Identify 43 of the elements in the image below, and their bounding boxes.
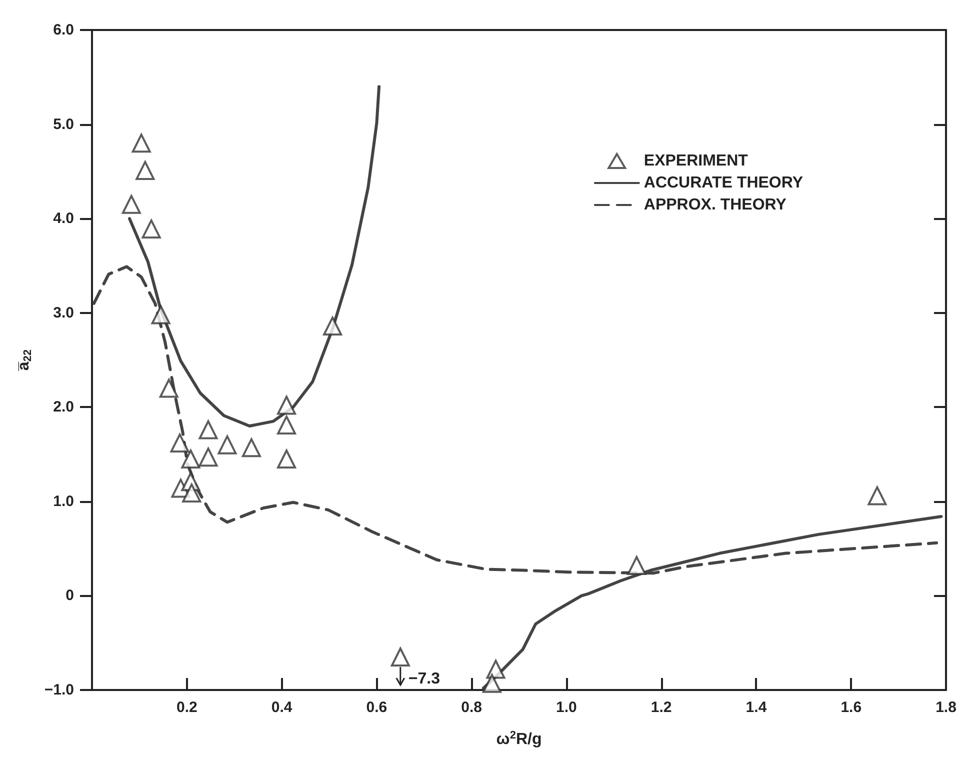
y-tick-label: −1.0: [44, 682, 74, 698]
point: [277, 450, 296, 468]
legend-label: ACCURATE THEORY: [644, 174, 804, 192]
x-tick-label: 0.2: [176, 699, 198, 716]
point: [136, 160, 155, 180]
y-tick-label: 4.0: [53, 210, 74, 228]
point: [181, 450, 200, 468]
x-tick-label: 1.2: [650, 699, 672, 716]
point: [142, 219, 161, 238]
x-tick-label: 1.4: [746, 699, 768, 716]
point: [151, 305, 170, 324]
annotation: −7.3: [408, 670, 440, 688]
x-tick-label: 0.4: [271, 699, 293, 716]
y-tick-label: 3.0: [53, 304, 74, 322]
x-tick-label: 0.6: [366, 699, 388, 716]
point: [868, 486, 887, 506]
y-tick-label: 5.0: [53, 116, 74, 133]
legend-label: APPROX. THEORY: [644, 196, 787, 214]
y-axis-title: a̅22: [16, 349, 34, 372]
x-tick-label: 0.8: [461, 699, 482, 716]
point: [132, 134, 151, 153]
y-tick-label: 1.0: [53, 492, 74, 510]
point: [323, 316, 342, 336]
point: [242, 438, 261, 458]
y-tick-label: 0: [66, 587, 74, 604]
point: [482, 674, 502, 693]
point: [277, 396, 296, 415]
point: [627, 556, 646, 576]
x-tick-label: 1.0: [556, 699, 577, 716]
point: [182, 483, 202, 502]
point: [159, 378, 178, 398]
point: [198, 420, 218, 440]
legend-label: EXPERIMENT: [644, 152, 748, 170]
point: [390, 648, 410, 666]
point: [170, 433, 190, 452]
point: [122, 194, 141, 214]
x-tick-label: 1.6: [840, 699, 862, 716]
point: [218, 435, 237, 454]
y-tick-label: 6.0: [53, 22, 74, 38]
y-tick-label: 2.0: [53, 398, 74, 416]
x-tick-label: 1.8: [936, 699, 956, 716]
point: [198, 448, 218, 467]
point: [277, 416, 296, 435]
